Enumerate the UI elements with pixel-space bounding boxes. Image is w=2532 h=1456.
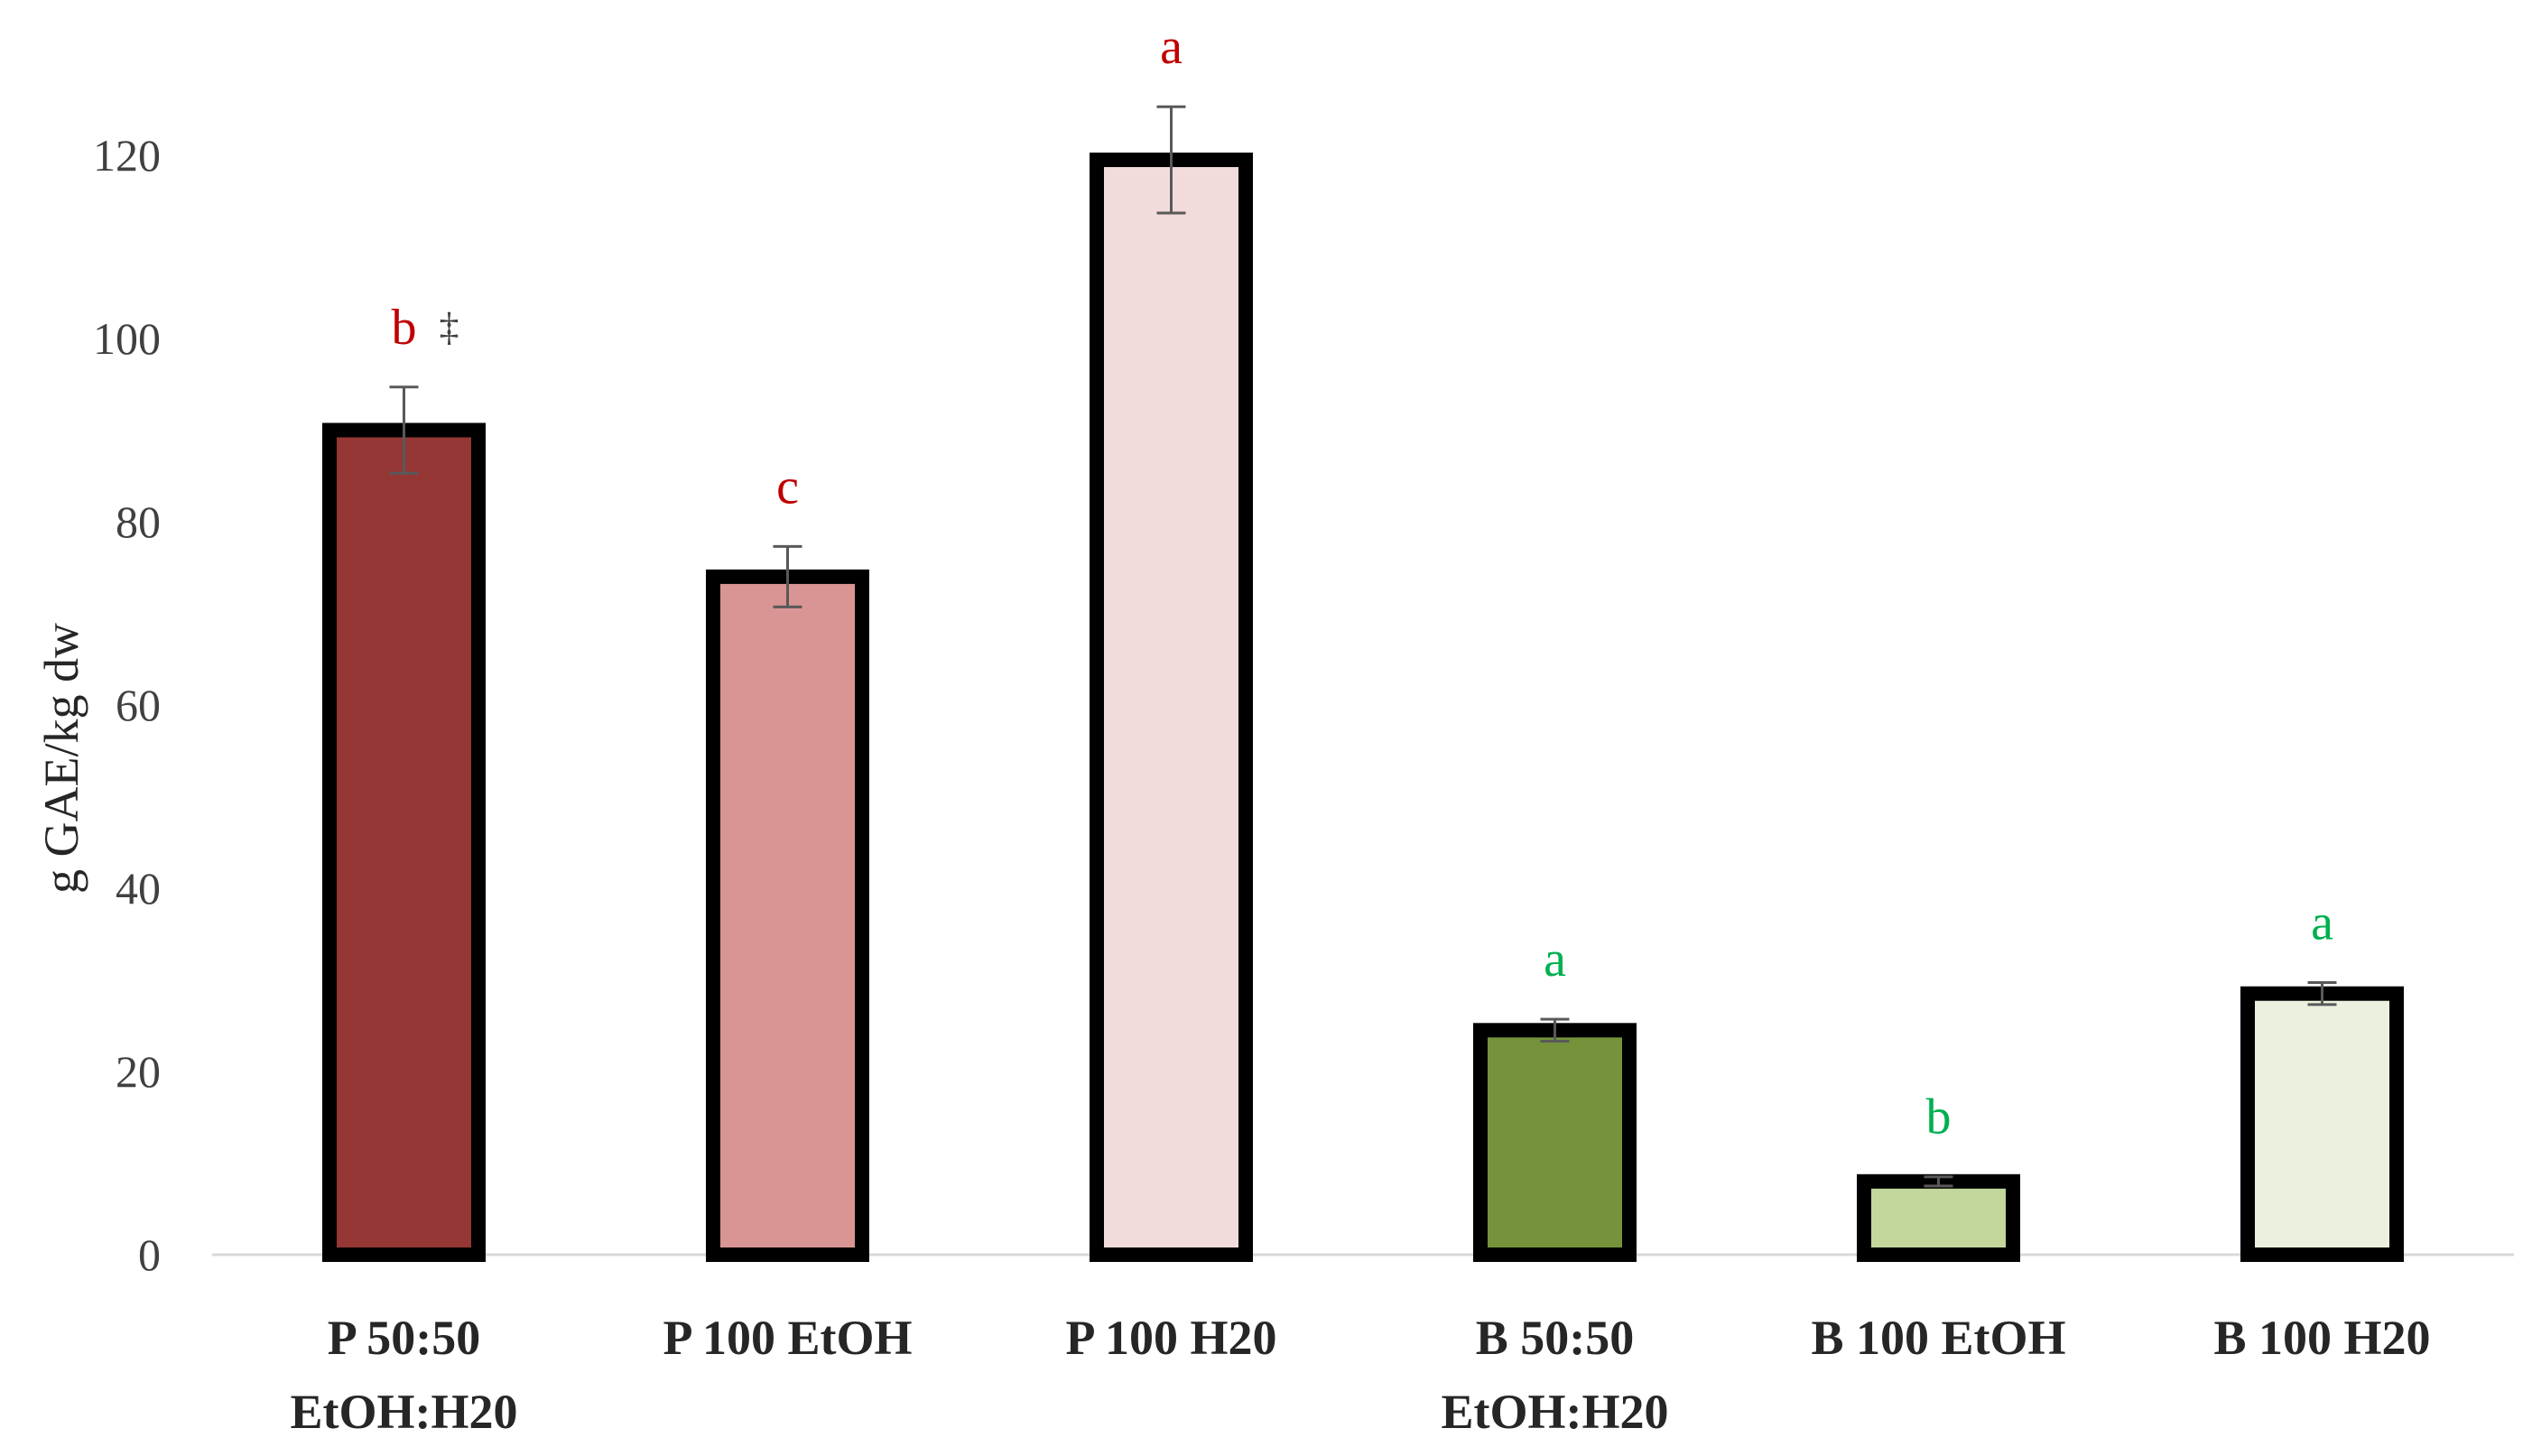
x-category-label: B 100 EtOH — [1811, 1311, 2065, 1365]
significance-label: c — [776, 459, 799, 515]
significance-label: a — [1160, 19, 1183, 75]
significance-label: b — [392, 300, 417, 356]
bar[interactable] — [1090, 153, 1253, 1263]
y-tick-label: 20 — [116, 1046, 161, 1097]
bar[interactable] — [2240, 986, 2404, 1262]
y-tick-label: 40 — [116, 863, 161, 913]
y-tick-label: 80 — [116, 496, 161, 547]
x-category-label: P 50:50 — [328, 1311, 481, 1365]
y-tick-label: 100 — [93, 313, 161, 364]
bar[interactable] — [1857, 1173, 2020, 1263]
x-category-label: EtOH:H20 — [291, 1385, 518, 1439]
bar[interactable] — [1473, 1023, 1637, 1262]
significance-label: b — [1926, 1090, 1952, 1145]
significance-label: a — [1544, 932, 1566, 988]
x-category-label: B 100 H20 — [2213, 1311, 2430, 1365]
x-category-label: P 100 EtOH — [663, 1311, 912, 1365]
bar[interactable] — [706, 569, 869, 1262]
bar[interactable] — [322, 422, 486, 1262]
significance-extra-mark: ‡ — [440, 305, 459, 349]
x-category-label: B 50:50 — [1476, 1311, 1635, 1365]
y-tick-label: 120 — [93, 130, 161, 181]
significance-label: a — [2311, 895, 2333, 951]
y-tick-label: 0 — [138, 1229, 161, 1280]
y-tick-label: 60 — [116, 680, 161, 730]
y-axis-title: g GAE/kg dw — [34, 623, 88, 894]
x-category-label: EtOH:H20 — [1442, 1385, 1669, 1439]
x-category-label: P 100 H20 — [1065, 1311, 1276, 1365]
